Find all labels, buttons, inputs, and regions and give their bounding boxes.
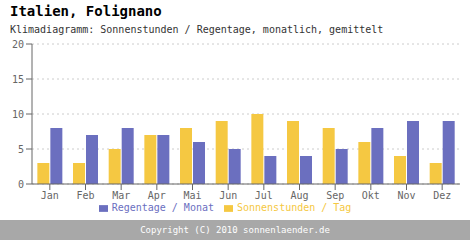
svg-text:15: 15 bbox=[12, 74, 24, 85]
svg-text:10: 10 bbox=[12, 109, 24, 120]
svg-text:Dez: Dez bbox=[433, 190, 451, 201]
svg-text:20: 20 bbox=[12, 39, 24, 50]
svg-text:Nov: Nov bbox=[397, 190, 415, 201]
svg-text:Aug: Aug bbox=[290, 190, 308, 201]
svg-text:Apr: Apr bbox=[148, 190, 166, 201]
html-text:Italien, Folignano: Italien, Folignano bbox=[10, 3, 162, 19]
svg-text:Mai: Mai bbox=[183, 190, 201, 201]
svg-text:5: 5 bbox=[18, 144, 24, 155]
svg-text:Sep: Sep bbox=[326, 190, 344, 201]
html-text:Regentage / Monat: Regentage / Monat bbox=[111, 202, 214, 213]
svg-text:Jun: Jun bbox=[219, 190, 237, 201]
svg-text:Okt: Okt bbox=[362, 190, 380, 201]
svg-text:Feb: Feb bbox=[76, 190, 94, 201]
svg-text:Jul: Jul bbox=[255, 190, 273, 201]
html-text:Copyright (C) 2010 sonnenlaend: Copyright (C) 2010 sonnenlaender.de bbox=[140, 225, 330, 235]
html-text:Sonnenstunden / Tag: Sonnenstunden / Tag bbox=[237, 202, 352, 213]
svg-text:Jan: Jan bbox=[41, 190, 59, 201]
svg-text:0: 0 bbox=[18, 179, 24, 190]
svg-text:Mar: Mar bbox=[112, 190, 130, 201]
html-text:Klimadiagramm: Sonnenstunden /: Klimadiagramm: Sonnenstunden / Regentage… bbox=[10, 24, 384, 35]
